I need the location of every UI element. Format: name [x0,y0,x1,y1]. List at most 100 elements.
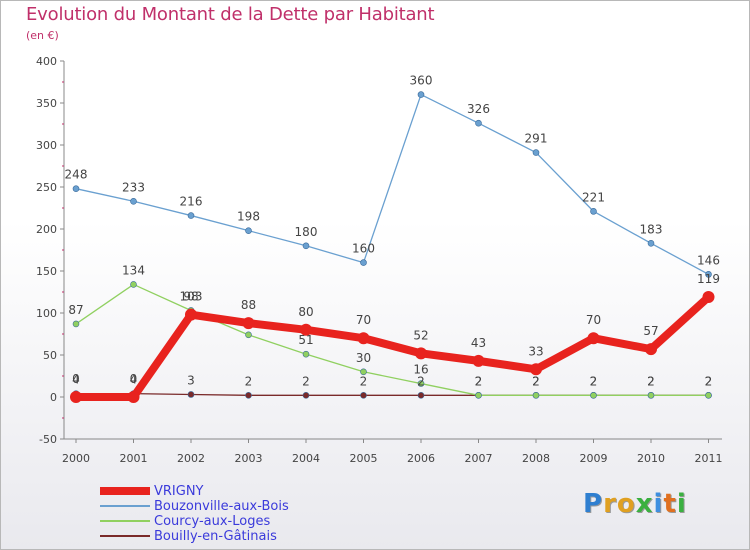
x-tick-label: 2006 [407,452,435,465]
legend-label-courcy: Courcy-aux-Loges [154,514,271,529]
logo-letter: i [653,489,664,519]
data-label-bouzonville: 216 [180,195,203,209]
data-label-courcy: 2 [475,374,483,388]
data-point-vrigny [242,317,255,330]
data-label-bouilly: 2 [647,374,655,388]
legend-item-bouzonville: Bouzonville-aux-Bois [100,499,289,514]
data-point-bouzonville [532,149,540,156]
data-point-vrigny [70,391,82,403]
data-point-bouzonville [475,119,482,127]
data-point-vrigny [357,332,370,345]
logo-letter: t [663,489,677,519]
data-point-bouzonville [647,239,655,247]
series-line-courcy [75,283,710,396]
data-label-courcy: 134 [122,263,145,277]
data-label-bouzonville: 221 [582,190,605,204]
y-tick-label: 200 [36,223,57,236]
legend-swatch-courcy [100,520,150,522]
data-label-bouilly: 2 [360,374,368,388]
data-point-vrigny [415,347,427,360]
legend-swatch-bouzonville [100,505,150,507]
y-tick-label: -50 [39,433,57,446]
legend: VRIGNY Bouzonville-aux-Bois Courcy-aux-L… [100,484,289,544]
data-point-courcy [705,392,712,399]
data-label-bouilly: 2 [245,374,253,388]
data-point-vrigny [645,343,657,356]
x-tick-label: 2005 [350,452,378,465]
x-tick-label: 2000 [62,452,90,465]
data-label-courcy: 30 [356,351,371,365]
data-label-vrigny: 70 [586,313,601,327]
y-tick-label: 100 [36,307,57,320]
y-tick-label: 250 [36,181,57,194]
data-point-bouzonville [302,242,310,250]
data-label-bouzonville: 160 [352,242,375,256]
data-label-courcy: 87 [68,303,83,317]
data-point-courcy [590,392,597,399]
data-label-courcy: 51 [298,333,313,347]
data-label-bouzonville: 183 [640,222,663,236]
x-tick-label: 2008 [522,452,550,465]
legend-swatch-bouilly [100,535,150,537]
data-point-bouzonville [590,208,597,215]
data-label-bouzonville: 360 [410,74,433,88]
legend-item-vrigny: VRIGNY [100,484,289,499]
data-point-bouzonville [360,259,367,266]
data-point-bouzonville [245,227,252,234]
x-tick-label: 2003 [235,452,263,465]
data-label-bouilly: 2 [475,374,483,388]
data-label-bouzonville: 146 [697,253,720,267]
logo-letter: i [676,489,687,519]
data-label-vrigny: 52 [413,328,428,342]
legend-label-vrigny: VRIGNY [154,484,204,499]
data-label-bouilly: 3 [187,373,195,387]
data-point-vrigny [472,354,485,367]
legend-swatch-vrigny [100,487,150,495]
data-label-bouilly: 2 [705,374,713,388]
data-point-courcy [72,320,80,328]
logo-letter: x [635,489,654,519]
data-label-bouzonville: 291 [525,132,548,146]
data-label-vrigny: 119 [697,272,720,286]
data-point-courcy [360,368,367,376]
data-label-courcy: 2 [647,374,655,388]
data-point-bouzonville [130,197,137,205]
data-point-bouilly [187,391,195,398]
data-point-vrigny [587,332,600,345]
y-tick-label: 150 [36,265,57,278]
data-label-courcy: 2 [590,374,598,388]
x-tick-label: 2010 [637,452,665,465]
x-tick-label: 2009 [580,452,608,465]
y-tick-label: 300 [36,139,57,152]
data-point-bouzonville [72,185,80,192]
series-line-bouzonville [75,93,710,276]
data-label-vrigny: 70 [356,313,371,327]
legend-item-courcy: Courcy-aux-Loges [100,514,289,529]
data-label-courcy: 103 [180,289,203,303]
data-point-courcy [130,281,137,288]
data-label-vrigny: 0 [72,372,80,386]
data-label-bouilly: 2 [532,374,540,388]
data-point-vrigny [300,323,312,336]
data-point-bouzonville [417,91,425,98]
data-label-vrigny: 98 [183,290,198,304]
y-tick-label: 400 [36,55,57,68]
data-point-bouilly [417,392,425,399]
data-point-courcy [245,331,252,339]
data-label-bouzonville: 326 [467,102,490,116]
legend-label-bouilly: Bouilly-en-Gâtinais [154,529,277,544]
series-line-vrigny [72,293,713,401]
proxiti-logo: Proxiti [583,489,687,519]
logo-letter: o [616,489,636,519]
data-point-courcy [532,392,540,399]
legend-item-bouilly: Bouilly-en-Gâtinais [100,529,289,544]
data-point-bouzonville [705,271,712,278]
data-point-vrigny [530,363,542,376]
data-point-bouilly [360,392,367,399]
data-point-vrigny [702,291,715,304]
data-label-vrigny: 43 [471,336,486,350]
data-label-bouilly: 4 [130,373,138,387]
data-point-vrigny [185,308,197,321]
